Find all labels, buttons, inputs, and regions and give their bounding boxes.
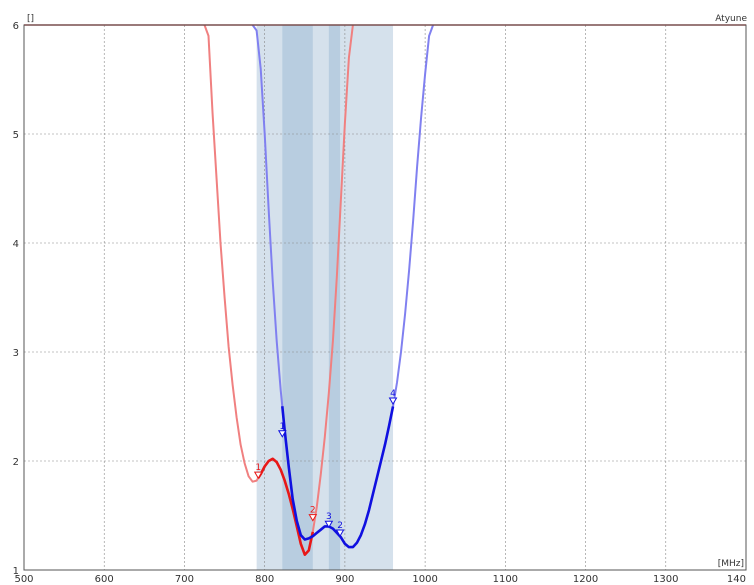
x-tick-label: 800 xyxy=(255,574,274,585)
x-tick-label: 900 xyxy=(335,574,354,585)
band-dark-1 xyxy=(282,25,313,570)
marker-triangle xyxy=(324,520,334,529)
series-name-label: Atyune xyxy=(715,14,747,24)
marker-triangle xyxy=(308,514,318,522)
band-light-0 xyxy=(256,25,394,570)
marker-triangle xyxy=(277,430,287,438)
marker-triangle xyxy=(388,397,398,406)
x-tick-label: 140 xyxy=(727,574,746,585)
y-tick-label: 3 xyxy=(13,348,19,359)
x-axis-unit-label: [MHz] xyxy=(718,559,744,569)
y-tick-label: 6 xyxy=(13,21,19,32)
grid xyxy=(24,25,746,570)
y-tick-label: 1 xyxy=(13,566,19,577)
y-tick-label: 4 xyxy=(13,239,19,250)
x-tick-label: 500 xyxy=(14,574,33,585)
y-tick-label: 5 xyxy=(13,130,19,141)
x-tick-label: 1300 xyxy=(653,574,678,585)
marker-label: 3 xyxy=(326,512,332,522)
series-red-band-segment xyxy=(257,457,315,556)
marker-triangle xyxy=(253,471,263,480)
x-tick-label: 1200 xyxy=(573,574,598,585)
marker-blue-4: 4 xyxy=(388,389,398,406)
marker-blue-1: 1 xyxy=(277,422,287,438)
marker-label: 2 xyxy=(337,521,343,531)
marker-label: 2 xyxy=(310,506,316,516)
marker-triangle xyxy=(335,529,345,537)
x-tick-label: 1100 xyxy=(493,574,518,585)
marker-label: 4 xyxy=(390,389,396,399)
marker-label: 1 xyxy=(279,422,285,432)
marker-group: 1 2 1 23 4 xyxy=(253,389,398,537)
x-tick-label: 600 xyxy=(95,574,114,585)
frequency-bands xyxy=(256,25,394,570)
y-tick-label: 2 xyxy=(13,457,19,468)
band-dark-2 xyxy=(328,25,341,570)
x-tick-label: 700 xyxy=(175,574,194,585)
series-blue-band-segment xyxy=(281,406,395,549)
marker-blue-2: 2 xyxy=(335,521,345,537)
x-tick-label: 1000 xyxy=(412,574,437,585)
plot-frame xyxy=(23,24,747,571)
marker-red-2: 2 xyxy=(308,506,318,522)
marker-label: 1 xyxy=(255,463,261,473)
marker-blue-3: 3 xyxy=(324,512,334,529)
marker-red-1: 1 xyxy=(253,463,263,480)
y-axis-unit-label: [] xyxy=(27,14,34,24)
